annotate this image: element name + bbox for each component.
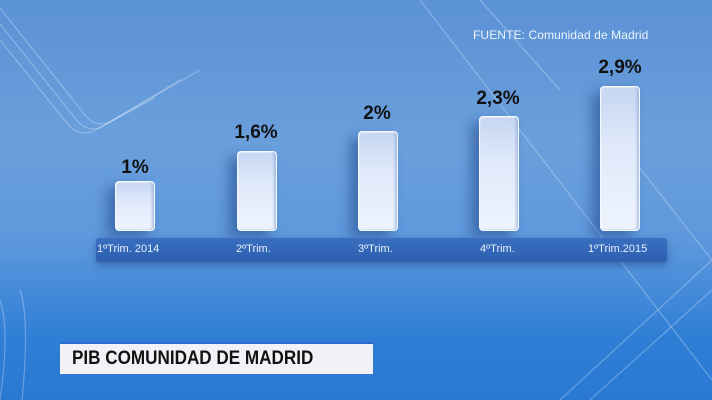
title-banner: PIB COMUNIDAD DE MADRID bbox=[60, 342, 373, 374]
chart-title: PIB COMUNIDAD DE MADRID bbox=[72, 348, 314, 369]
bar-q4-2014 bbox=[479, 116, 519, 231]
bar-q1-2014 bbox=[115, 181, 155, 231]
x-tick-label: 4ºTrim. bbox=[480, 243, 515, 255]
bar-value-label: 2,9% bbox=[598, 57, 642, 78]
bar-value-label: 2% bbox=[363, 103, 391, 124]
x-tick-label: 1ºTrim. 2014 bbox=[97, 243, 160, 255]
source-note: FUENTE: Comunidad de Madrid bbox=[473, 28, 649, 42]
bar-q3-2014 bbox=[358, 131, 398, 231]
bar-value-label: 2,3% bbox=[476, 88, 520, 109]
x-tick-label: 1ºTrim.2015 bbox=[588, 243, 648, 255]
x-axis-band bbox=[96, 238, 667, 262]
bar-value-label: 1% bbox=[121, 157, 149, 178]
x-tick-label: 3ºTrim. bbox=[358, 243, 393, 255]
bar-q2-2014 bbox=[237, 151, 277, 231]
x-tick-label: 2ºTrim. bbox=[236, 243, 271, 255]
bar-q1-2015 bbox=[600, 86, 640, 231]
bar-value-label: 1,6% bbox=[234, 122, 278, 143]
